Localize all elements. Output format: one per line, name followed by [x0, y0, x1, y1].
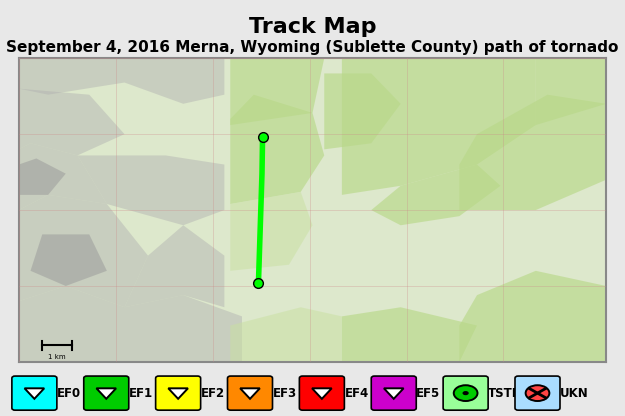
Text: EF5: EF5	[416, 386, 441, 400]
Polygon shape	[371, 164, 501, 225]
Polygon shape	[459, 95, 606, 210]
Polygon shape	[19, 195, 148, 307]
Polygon shape	[230, 58, 324, 125]
Polygon shape	[230, 307, 342, 362]
Text: September 4, 2016 Merna, Wyoming (Sublette County) path of tornado: September 4, 2016 Merna, Wyoming (Sublet…	[6, 40, 619, 55]
Polygon shape	[459, 271, 606, 362]
Text: EF2: EF2	[201, 386, 225, 400]
Polygon shape	[324, 73, 401, 149]
Text: 1 km: 1 km	[48, 354, 66, 360]
Polygon shape	[19, 286, 242, 362]
Polygon shape	[230, 192, 312, 271]
Text: TSTM: TSTM	[488, 386, 524, 400]
Text: Track Map: Track Map	[249, 17, 376, 37]
Text: EF4: EF4	[344, 386, 369, 400]
Polygon shape	[31, 234, 107, 286]
Text: UKN: UKN	[560, 386, 589, 400]
Text: EF0: EF0	[57, 386, 81, 400]
Polygon shape	[124, 225, 224, 307]
Polygon shape	[342, 58, 536, 195]
Polygon shape	[19, 143, 107, 210]
Polygon shape	[19, 58, 224, 104]
Polygon shape	[230, 95, 324, 204]
Text: EF1: EF1	[129, 386, 153, 400]
Polygon shape	[19, 158, 66, 195]
Polygon shape	[78, 156, 224, 225]
Polygon shape	[19, 89, 124, 156]
Text: EF3: EF3	[272, 386, 297, 400]
Polygon shape	[342, 307, 477, 362]
Polygon shape	[536, 58, 606, 125]
